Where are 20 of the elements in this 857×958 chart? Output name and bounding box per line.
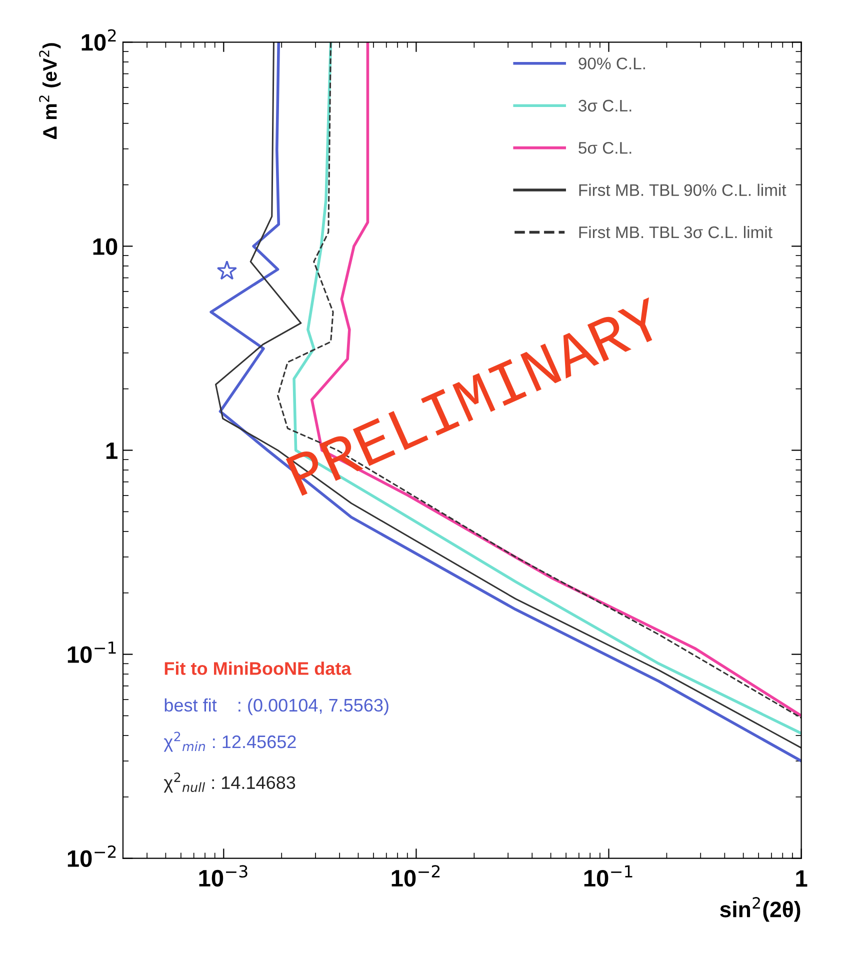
y-tick-label: 10$^{−1}$ [68,642,116,663]
x-tick-label: 10$^{−3}$ [199,865,248,887]
legend-label: 5σ C.L. [578,142,632,154]
annotation: χ$^{2}$$_{min}$ : 12.45652 [164,732,296,752]
y-tick-label: 1 [106,442,118,459]
annotation: Fit to MiniBooNE data [164,662,352,675]
legend-label: First MB. TBL 3σ C.L. limit [579,226,772,238]
y-axis-title: Δ m$^{2}$ (eV$^{2}$) [39,43,61,139]
y-tick-label: 10$^{2}$ [82,29,116,51]
y-tick-label: 10 [93,238,118,255]
legend-label: First MB. TBL 90% C.L. limit [579,184,786,196]
legend-label: 90% C.L. [578,58,645,70]
annotation: χ$^{2}$$_{null}$ : 14.14683 [164,772,296,793]
legend-label: 3σ C.L. [578,100,632,112]
x-axis-title: sin$^{2}$(2θ) [720,897,800,922]
annotation: best fit : (0.00104, 7.5563) [164,698,388,716]
y-tick-label: 10$^{−2}$ [68,845,116,867]
x-tick-label: 1 [796,870,808,887]
x-tick-label: 10$^{−2}$ [392,865,440,887]
x-tick-label: 10$^{−1}$ [584,865,632,887]
